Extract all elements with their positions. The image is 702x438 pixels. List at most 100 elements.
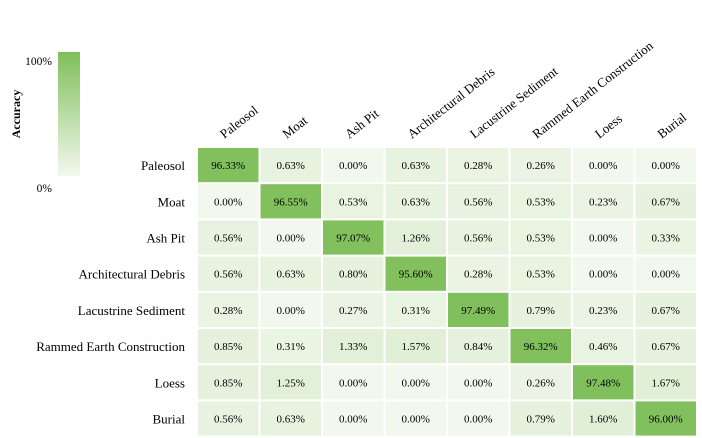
heatmap-cell (385, 148, 446, 183)
cell-value-label: 0.63% (277, 269, 305, 281)
row-label: Moat (158, 194, 186, 209)
heatmap-cell (510, 329, 571, 364)
heatmap-cell (385, 292, 446, 327)
cell-value-label: 1.33% (339, 341, 367, 353)
heatmap-cell (510, 292, 571, 327)
heatmap-cell (260, 148, 321, 183)
row-label: Paleosol (141, 158, 185, 173)
heatmap-cell (198, 401, 259, 436)
heatmap-cell (448, 184, 509, 219)
cell-value-label: 0.56% (464, 233, 492, 245)
cell-value-label: 1.67% (652, 377, 680, 389)
cell-value-label: 0.00% (214, 196, 242, 208)
cell-value-label: 97.07% (336, 233, 370, 245)
heatmap-cell (448, 329, 509, 364)
cell-value-label: 0.63% (402, 196, 430, 208)
cell-value-label: 0.63% (402, 160, 430, 172)
heatmap-cell (385, 256, 446, 291)
heatmap-cell (198, 220, 259, 255)
heatmap-cell (323, 401, 384, 436)
cell-value-label: 95.60% (399, 269, 433, 281)
cell-value-label: 0.00% (464, 377, 492, 389)
cell-value-label: 96.55% (274, 196, 308, 208)
cell-value-label: 0.67% (652, 305, 680, 317)
column-labels: Paleosol Moat Ash Pit Architectural DebrisL… (217, 38, 690, 142)
heatmap-cell (260, 292, 321, 327)
heatmap-cell (573, 365, 634, 400)
heatmap-cell (510, 220, 571, 255)
cell-value-label: 0.53% (339, 196, 367, 208)
cell-value-label: 0.00% (339, 414, 367, 426)
heatmap-cell (385, 365, 446, 400)
cell-value-label: 0.00% (589, 269, 617, 281)
cell-value-label: 0.26% (527, 377, 555, 389)
colorbar-title: Accuracy (9, 90, 23, 139)
cell-value-label: 0.53% (527, 269, 555, 281)
colorbar-legend: 100% 0% Accuracy (9, 52, 80, 195)
cell-value-label: 0.00% (652, 269, 680, 281)
heatmap-cell (260, 401, 321, 436)
heatmap-cell (198, 148, 259, 183)
heatmap-cell (385, 329, 446, 364)
heatmap-cell (323, 292, 384, 327)
cell-value-label: 0.28% (464, 160, 492, 172)
heatmap-cell (510, 184, 571, 219)
heatmap-cell (260, 329, 321, 364)
heatmap-cell (260, 365, 321, 400)
cell-value-label: 0.00% (464, 414, 492, 426)
cell-value-label: 0.85% (214, 377, 242, 389)
cell-value-label: 96.00% (649, 414, 683, 426)
column-label: Burial (654, 109, 689, 141)
cell-value-label: 0.56% (214, 269, 242, 281)
heatmap-cell (448, 365, 509, 400)
heatmap-cell (323, 220, 384, 255)
cell-value-label: 0.00% (277, 233, 305, 245)
column-label: Loess (592, 111, 625, 142)
cell-value-label: 0.26% (527, 160, 555, 172)
cell-value-label: 0.28% (464, 269, 492, 281)
heatmap-cell (323, 365, 384, 400)
cell-value-label: 0.00% (589, 233, 617, 245)
heatmap-cell (635, 329, 696, 364)
cell-value-label: 0.85% (214, 341, 242, 353)
row-label: Architectural Debris (79, 267, 185, 282)
heatmap-cell (635, 292, 696, 327)
heatmap-cell (635, 148, 696, 183)
cell-value-label: 0.56% (464, 196, 492, 208)
cell-value-label: 0.63% (277, 414, 305, 426)
cell-value-label: 0.31% (402, 305, 430, 317)
heatmap-cell (323, 184, 384, 219)
cell-value-label: 0.79% (527, 414, 555, 426)
cell-value-label: 0.46% (589, 341, 617, 353)
cell-value-label: 0.56% (214, 233, 242, 245)
heatmap-cells: 96.33% 0.63% 0.00% 0.63% 0.28% 0.26% 0.00% 0.00… (198, 148, 696, 436)
heatmap-cell (510, 401, 571, 436)
heatmap-cell (573, 184, 634, 219)
cell-value-label: 0.67% (652, 341, 680, 353)
row-label: Ash Pit (146, 231, 185, 246)
heatmap-cell (198, 329, 259, 364)
cell-value-label: 0.28% (214, 305, 242, 317)
heatmap-cell (573, 401, 634, 436)
heatmap-cell (198, 292, 259, 327)
heatmap-cell (635, 401, 696, 436)
heatmap-cell (385, 220, 446, 255)
heatmap-cell (635, 365, 696, 400)
cell-value-label: 0.33% (652, 233, 680, 245)
cell-value-label: 1.26% (402, 233, 430, 245)
cell-value-label: 97.48% (586, 377, 620, 389)
heatmap-cell (385, 184, 446, 219)
heatmap-cell (573, 256, 634, 291)
cell-value-label: 0.56% (214, 414, 242, 426)
heatmap-cell (573, 148, 634, 183)
heatmap-cell (323, 329, 384, 364)
heatmap-cell (448, 292, 509, 327)
cell-value-label: 0.84% (464, 341, 492, 353)
column-label: Ash Pit (342, 106, 382, 142)
heatmap-cell (448, 148, 509, 183)
heatmap-cell (510, 365, 571, 400)
heatmap-cell (323, 256, 384, 291)
colorbar-min-label: 0% (37, 183, 53, 195)
cell-value-label: 0.80% (339, 269, 367, 281)
heatmap-cell (635, 184, 696, 219)
